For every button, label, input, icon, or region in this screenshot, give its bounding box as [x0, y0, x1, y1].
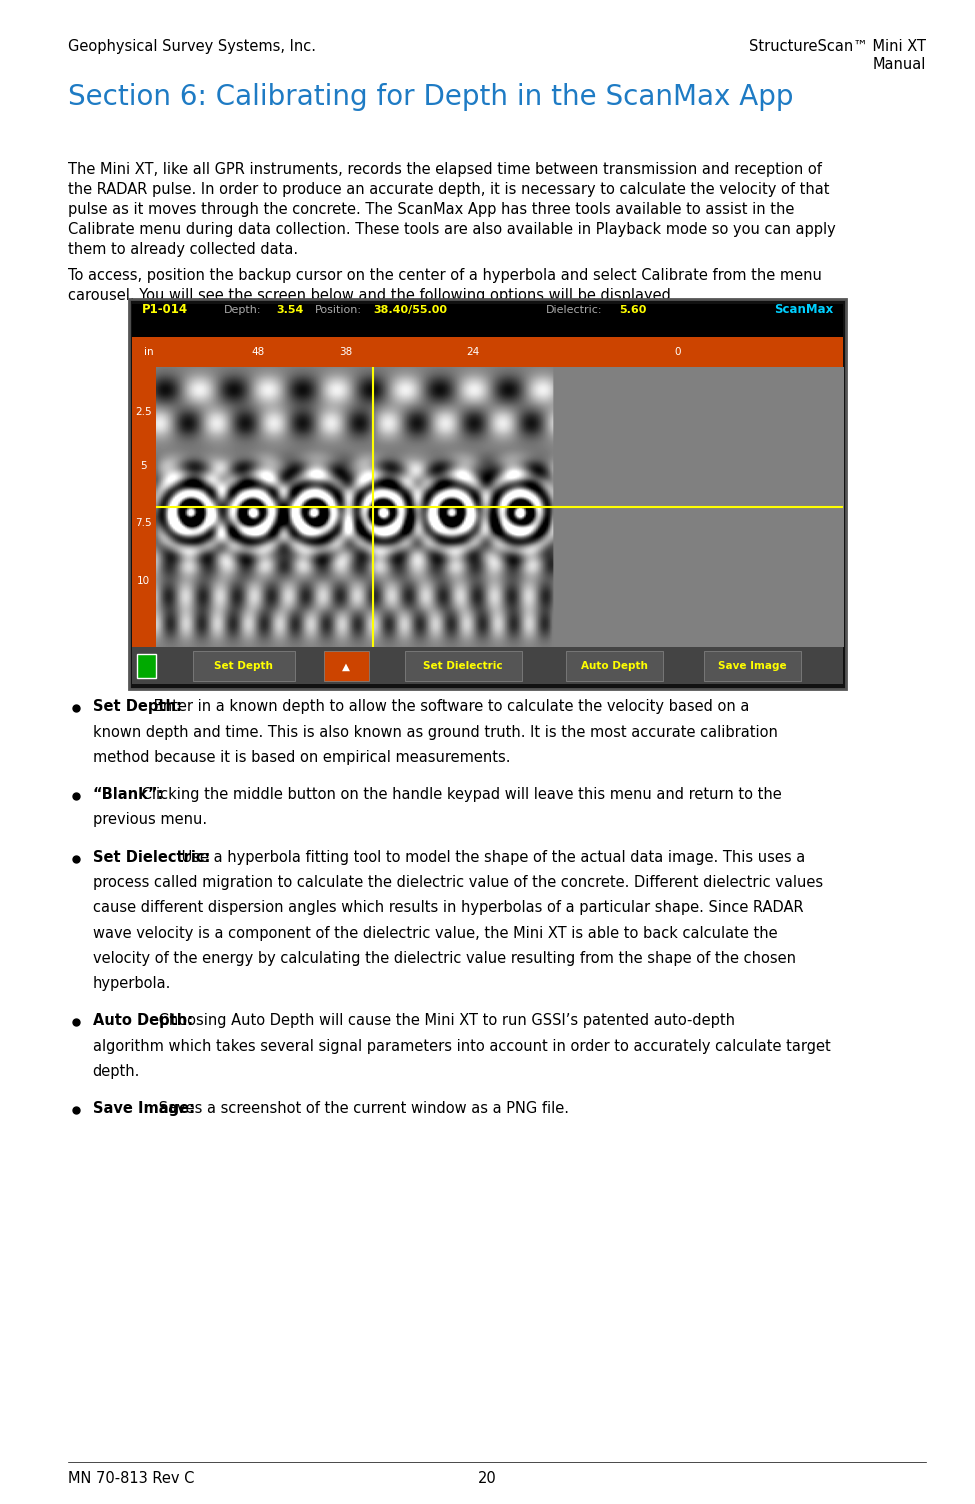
Text: hyperbola.: hyperbola.: [93, 976, 171, 991]
FancyBboxPatch shape: [405, 651, 522, 681]
Text: Set Depth: Set Depth: [214, 662, 273, 671]
FancyBboxPatch shape: [129, 299, 846, 689]
FancyBboxPatch shape: [132, 337, 843, 367]
Text: in: in: [144, 347, 154, 356]
Text: cause different dispersion angles which results in hyperbolas of a particular sh: cause different dispersion angles which …: [93, 901, 803, 916]
Text: 48: 48: [252, 347, 265, 356]
Text: Use a hyperbola fitting tool to model the shape of the actual data image. This u: Use a hyperbola fitting tool to model th…: [176, 850, 805, 865]
Text: The Mini XT, like all GPR instruments, records the elapsed time between transmis: The Mini XT, like all GPR instruments, r…: [68, 162, 836, 257]
FancyBboxPatch shape: [132, 647, 843, 684]
Text: Saves a screenshot of the current window as a PNG file.: Saves a screenshot of the current window…: [154, 1101, 569, 1116]
Text: Position:: Position:: [315, 305, 362, 314]
Text: StructureScan™ Mini XT
Manual: StructureScan™ Mini XT Manual: [749, 39, 926, 72]
Text: Set Depth:: Set Depth:: [93, 699, 181, 714]
Text: known depth and time. This is also known as ground truth. It is the most accurat: known depth and time. This is also known…: [93, 725, 777, 740]
Text: Auto Depth: Auto Depth: [581, 662, 647, 671]
Text: To access, position the backup cursor on the center of a hyperbola and select Ca: To access, position the backup cursor on…: [68, 268, 822, 302]
Text: Save Image:: Save Image:: [93, 1101, 195, 1116]
Text: 10: 10: [136, 576, 150, 585]
Text: Section 6: Calibrating for Depth in the ScanMax App: Section 6: Calibrating for Depth in the …: [68, 83, 794, 111]
FancyBboxPatch shape: [324, 651, 369, 681]
FancyBboxPatch shape: [704, 651, 801, 681]
Text: Auto Depth:: Auto Depth:: [93, 1014, 193, 1029]
Text: Geophysical Survey Systems, Inc.: Geophysical Survey Systems, Inc.: [68, 39, 316, 54]
Text: velocity of the energy by calculating the dielectric value resulting from the sh: velocity of the energy by calculating th…: [93, 951, 796, 966]
Text: algorithm which takes several signal parameters into account in order to accurat: algorithm which takes several signal par…: [93, 1039, 831, 1054]
Text: depth.: depth.: [93, 1063, 140, 1078]
Text: 5: 5: [140, 462, 146, 471]
Text: P1-014: P1-014: [141, 304, 187, 316]
FancyBboxPatch shape: [566, 651, 663, 681]
Text: Depth:: Depth:: [224, 305, 261, 314]
Text: 38: 38: [339, 347, 353, 356]
Text: ScanMax: ScanMax: [774, 304, 834, 316]
FancyBboxPatch shape: [136, 654, 156, 678]
Text: 0: 0: [675, 347, 681, 356]
FancyBboxPatch shape: [132, 304, 843, 337]
Text: ▲: ▲: [342, 662, 350, 671]
Text: 5.60: 5.60: [619, 305, 646, 314]
Text: Clicking the middle button on the handle keypad will leave this menu and return : Clicking the middle button on the handle…: [137, 787, 782, 802]
Text: 2.5: 2.5: [135, 408, 152, 417]
Text: 38.40/55.00: 38.40/55.00: [373, 305, 448, 314]
Text: wave velocity is a component of the dielectric value, the Mini XT is able to bac: wave velocity is a component of the diel…: [93, 925, 777, 940]
Text: Save Image: Save Image: [719, 662, 787, 671]
Text: MN 70-813 Rev C: MN 70-813 Rev C: [68, 1471, 195, 1486]
Text: 7.5: 7.5: [135, 519, 152, 528]
FancyBboxPatch shape: [132, 367, 156, 647]
FancyBboxPatch shape: [156, 367, 843, 647]
Text: Enter in a known depth to allow the software to calculate the velocity based on : Enter in a known depth to allow the soft…: [148, 699, 749, 714]
Text: 3.54: 3.54: [276, 305, 303, 314]
FancyBboxPatch shape: [193, 651, 294, 681]
Text: previous menu.: previous menu.: [93, 812, 207, 827]
Text: Dielectric:: Dielectric:: [546, 305, 603, 314]
Text: 24: 24: [466, 347, 480, 356]
Text: Set Dielectric: Set Dielectric: [423, 662, 503, 671]
Text: Set Dielectric:: Set Dielectric:: [93, 850, 210, 865]
Text: Choosing Auto Depth will cause the Mini XT to run GSSI’s patented auto-depth: Choosing Auto Depth will cause the Mini …: [154, 1014, 735, 1029]
Text: method because it is based on empirical measurements.: method because it is based on empirical …: [93, 750, 510, 766]
Text: 20: 20: [478, 1471, 497, 1486]
Text: process called migration to calculate the dielectric value of the concrete. Diff: process called migration to calculate th…: [93, 875, 823, 890]
Text: “Blank”:: “Blank”:: [93, 787, 164, 802]
